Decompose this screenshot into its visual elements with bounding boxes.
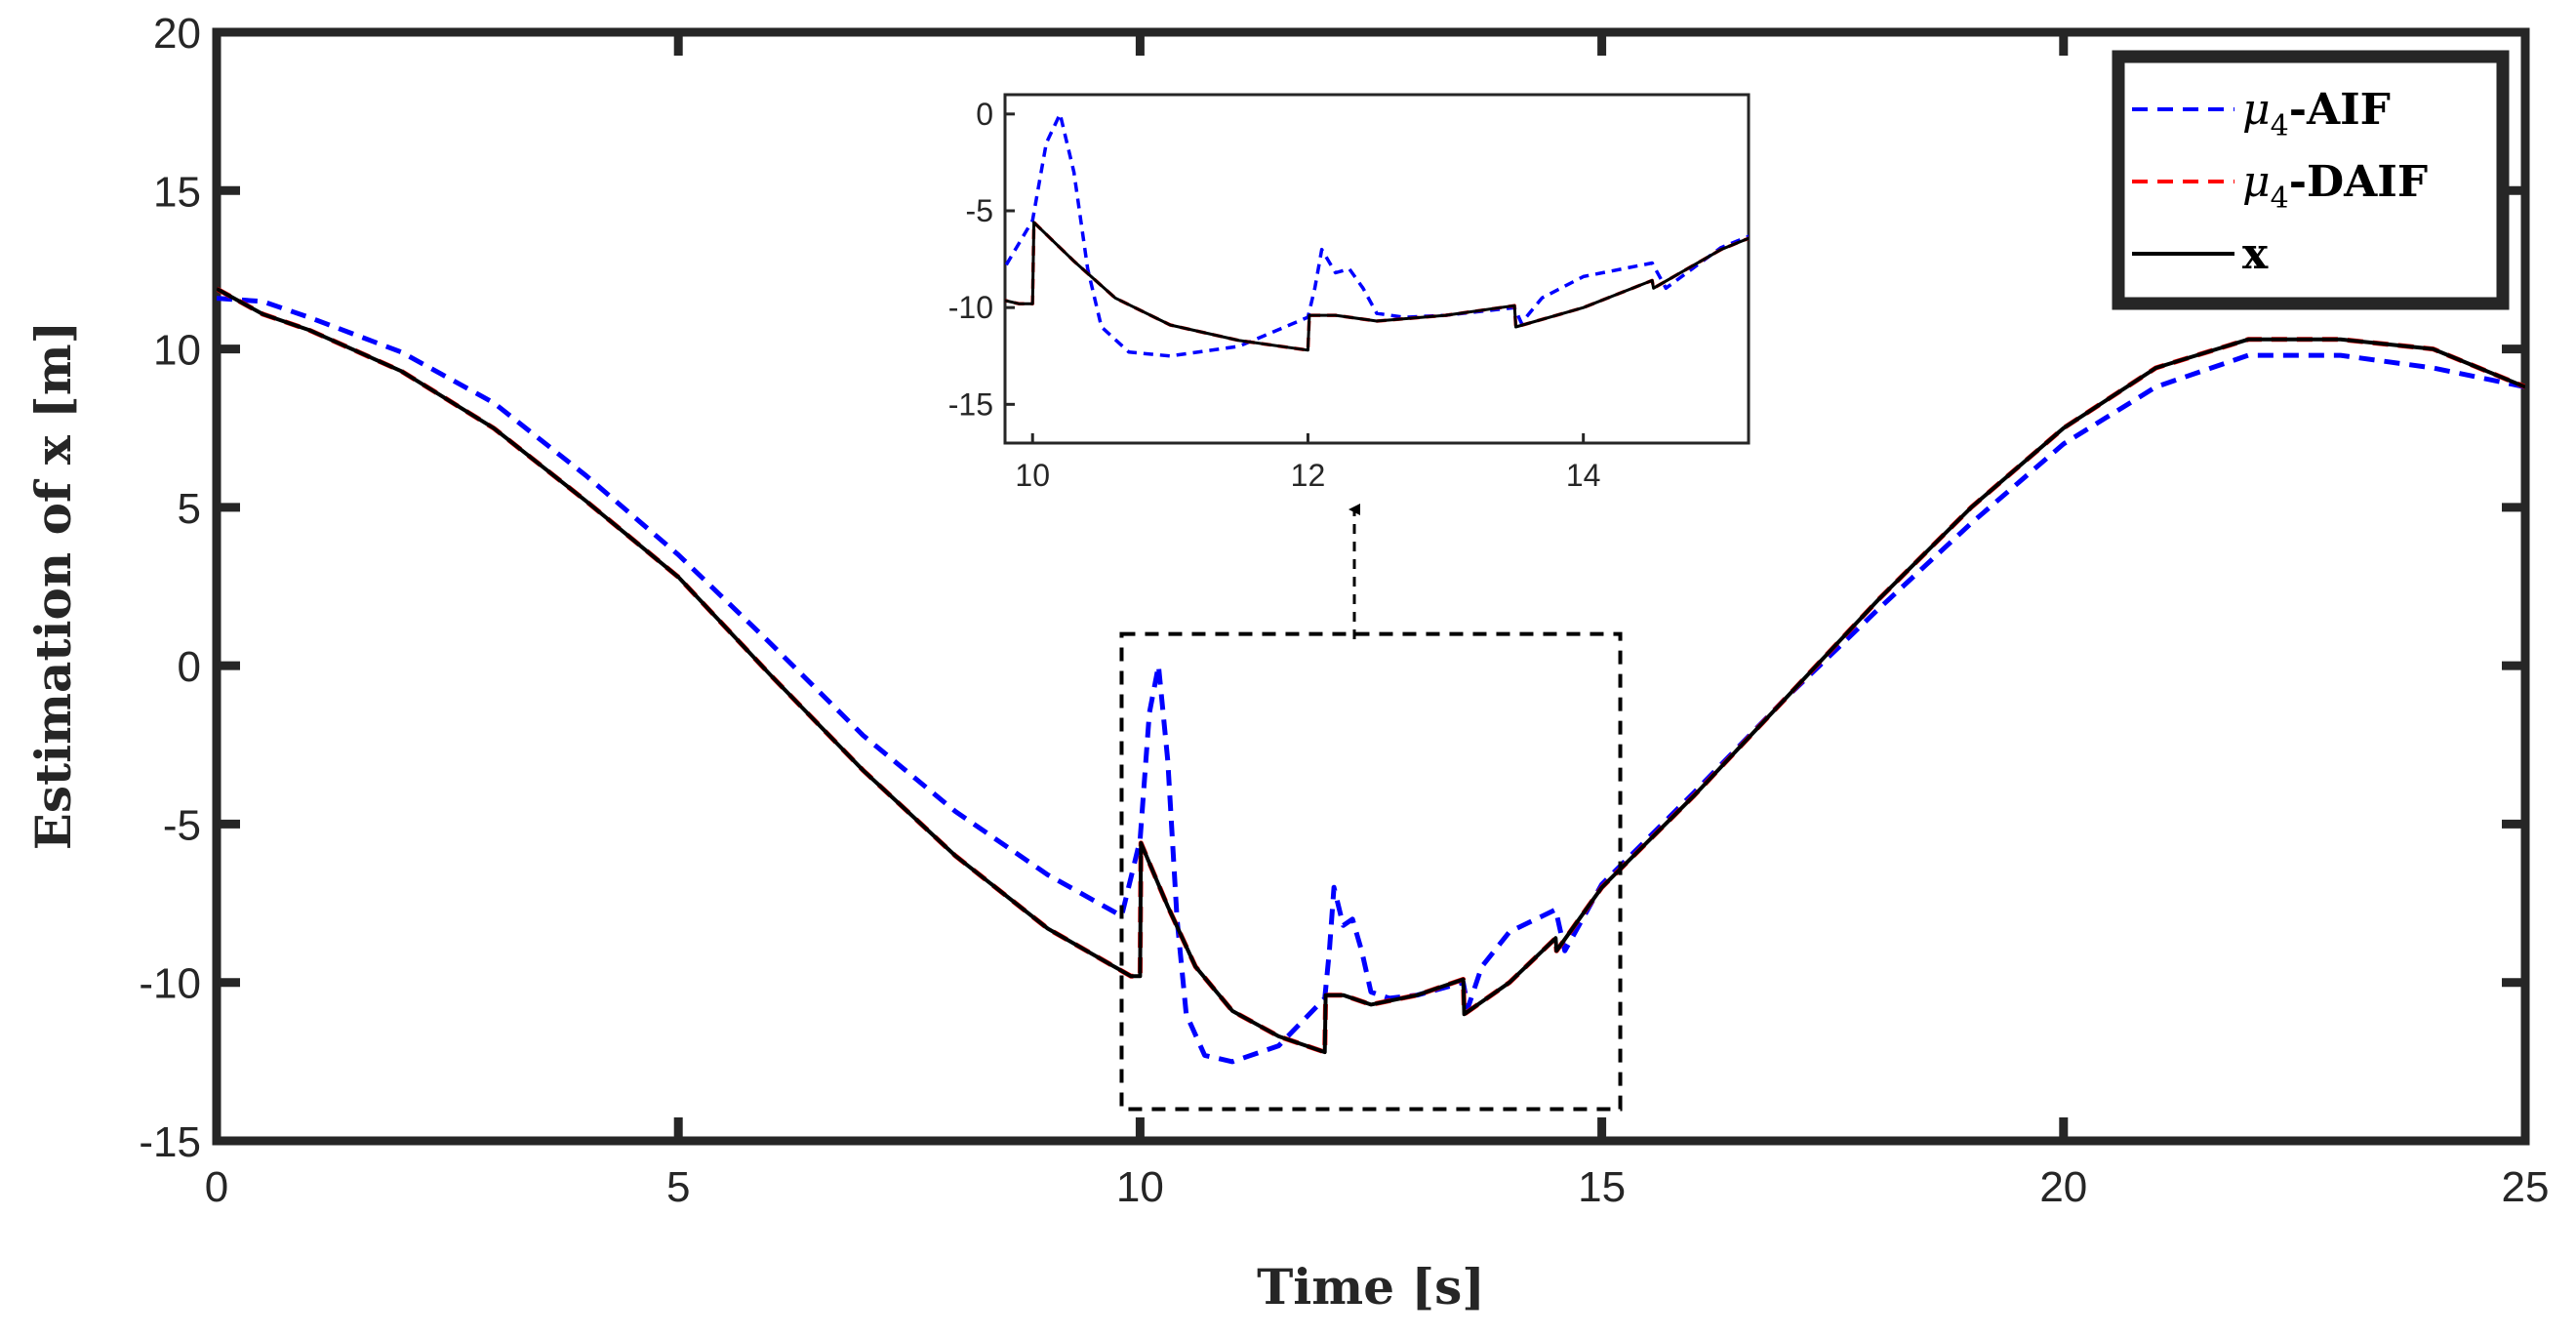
x-tick-label: 20 [2039, 1163, 2087, 1211]
legend-label: μ4-AIF [2242, 85, 2391, 143]
zoom-region-box [1119, 631, 1623, 1112]
inset-tick-labels: 10 12 14 -15 -10 -5 0 [948, 97, 1601, 493]
x-tick-label: 15 [1578, 1163, 1626, 1211]
series-line--4-aif [1005, 112, 1749, 358]
inset-y-tick-label: -15 [948, 386, 993, 422]
x-tick-label: 10 [1116, 1163, 1164, 1211]
y-tick-label: 10 [153, 327, 201, 375]
inset-y-tick-label: -10 [948, 290, 993, 325]
y-axis-label: Estimation of x [m] [24, 321, 82, 851]
legend-label: x [2242, 229, 2269, 279]
inset-axis-ticks [1005, 112, 1586, 443]
x-tick-label: 25 [2502, 1163, 2550, 1211]
inset-y-tick-label: 0 [976, 97, 993, 132]
inset-series-group [1005, 112, 1749, 358]
series-line-x [1005, 221, 1749, 352]
x-tick-label: 5 [666, 1163, 690, 1211]
legend: μ4-AIF μ4-DAIF x [2112, 50, 2510, 310]
inset-plot-frame [1003, 93, 1751, 445]
inset-x-tick-label: 10 [1015, 458, 1050, 493]
series-line-x [217, 287, 2525, 1055]
y-tick-label: 0 [178, 643, 201, 691]
legend-box [2112, 50, 2510, 310]
main-tick-labels: 0 5 10 15 20 25 -15 -10 -5 0 5 10 15 20 [139, 10, 2549, 1211]
y-tick-label: -15 [139, 1118, 201, 1166]
y-tick-label: -5 [163, 801, 201, 849]
main-axis-ticks [212, 27, 2530, 1146]
y-tick-label: -10 [139, 960, 201, 1008]
y-tick-label: 5 [178, 485, 201, 533]
y-tick-label: 20 [153, 10, 201, 58]
x-axis-label: Time [s] [1257, 1258, 1485, 1316]
x-tick-label: 0 [205, 1163, 228, 1211]
inset-y-tick-label: -5 [966, 193, 993, 228]
y-tick-label: 15 [153, 168, 201, 216]
legend-label: μ4-DAIF [2242, 157, 2428, 216]
inset-x-tick-label: 14 [1566, 458, 1601, 493]
inset-x-tick-label: 12 [1291, 458, 1326, 493]
main-series-group [217, 286, 2525, 1065]
